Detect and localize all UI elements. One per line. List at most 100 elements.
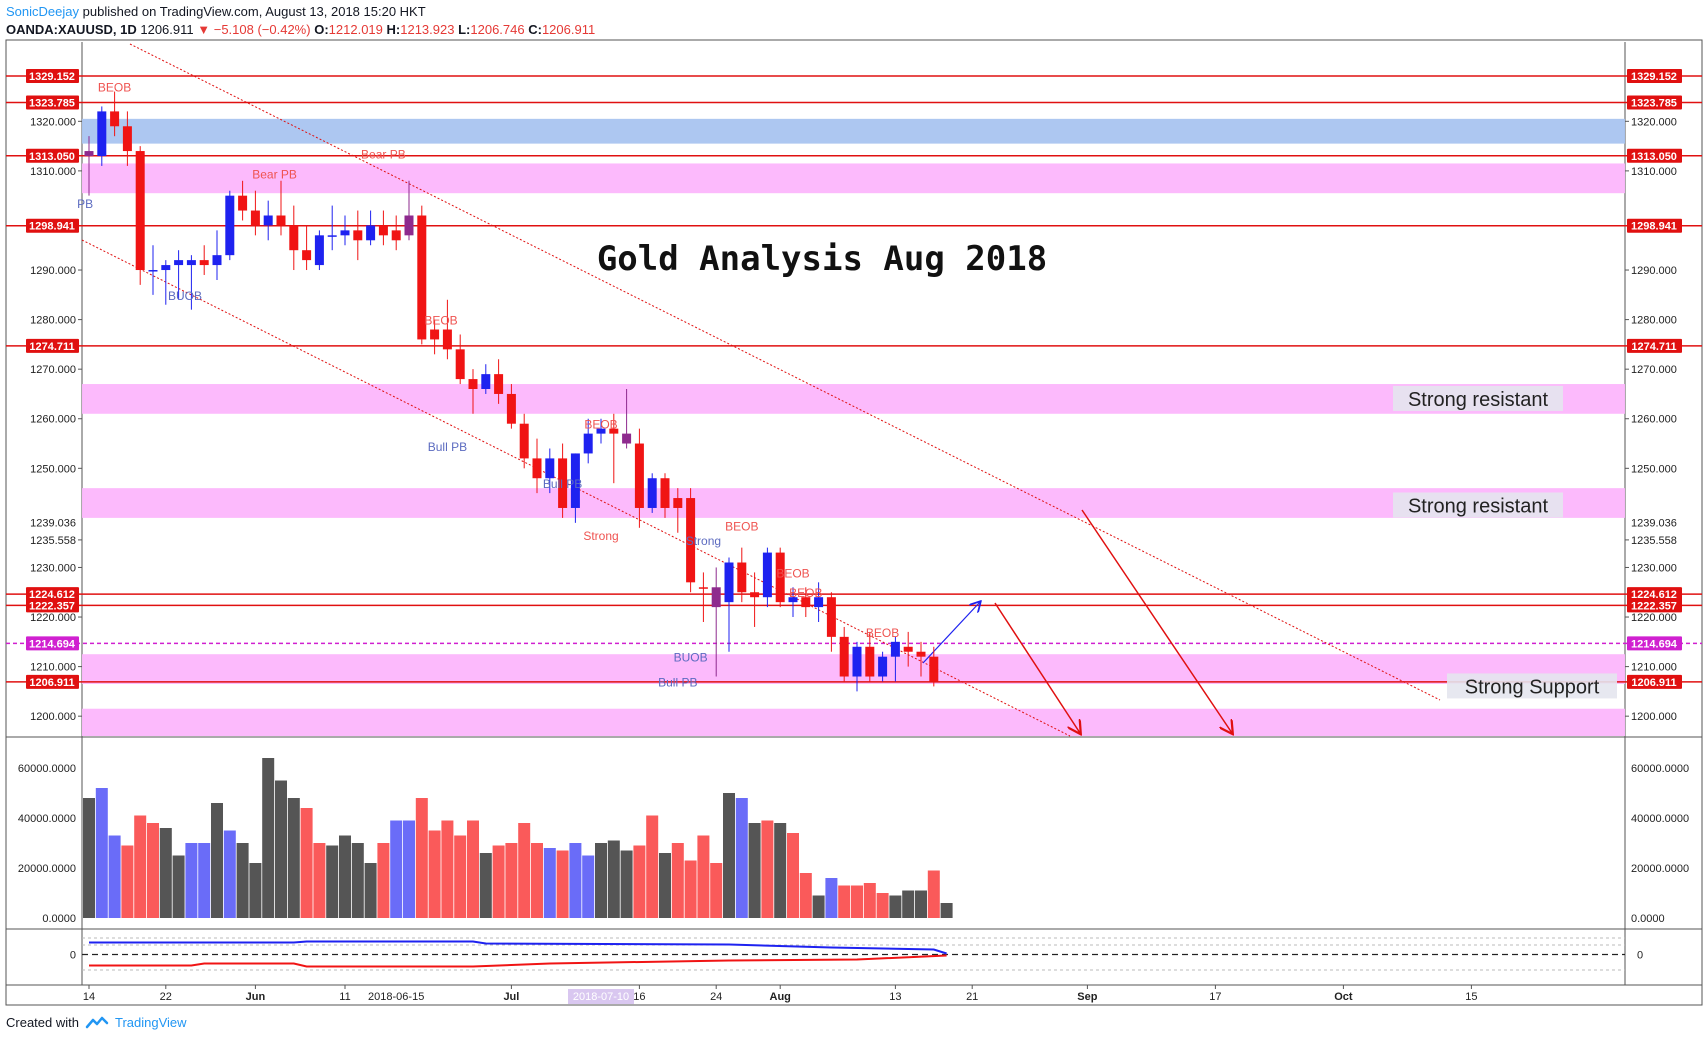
projection-arrow-down-2 bbox=[1081, 509, 1232, 733]
candle-body bbox=[468, 379, 478, 389]
x-highlight-label: 2018-06-15 bbox=[368, 991, 424, 1003]
candle-body bbox=[378, 225, 388, 236]
volume-bar bbox=[159, 828, 172, 918]
volume-bar bbox=[659, 853, 671, 918]
candle-body bbox=[122, 126, 132, 152]
x-tick-label: 21 bbox=[966, 991, 978, 1003]
volume-bar bbox=[838, 885, 851, 918]
level-label-left: 1224.612 bbox=[29, 589, 75, 601]
level-label-right: 1274.711 bbox=[1631, 341, 1676, 353]
x-tick-label: 22 bbox=[160, 991, 172, 1003]
volume-bar bbox=[863, 883, 876, 918]
chart-title: Gold Analysis Aug 2018 bbox=[597, 239, 1047, 279]
level-label-right: 1323.785 bbox=[1631, 98, 1677, 110]
candle-body bbox=[174, 260, 184, 266]
price-axis[interactable]: 1329.152 1329.152 1323.785 1323.785 1313.050… bbox=[26, 68, 1682, 723]
candle-body bbox=[455, 349, 465, 380]
volume-bar bbox=[249, 863, 262, 918]
candle-body bbox=[442, 329, 452, 350]
x-tick-label: Sep bbox=[1077, 991, 1097, 1003]
upper-channel-line bbox=[129, 43, 1441, 701]
candle-body bbox=[327, 235, 337, 237]
candle-body bbox=[494, 374, 504, 394]
y-tick-label: 1290.000 bbox=[30, 265, 76, 277]
candle-body bbox=[686, 498, 696, 583]
y-tick-label: 1250.000 bbox=[30, 463, 76, 475]
zone-pink bbox=[82, 708, 1625, 736]
volume-pane: 60000.0000 60000.0000 40000.0000 40000.0000… bbox=[18, 758, 1689, 925]
volume-tick-label: 40000.0000 bbox=[18, 813, 76, 825]
level-tag-right bbox=[1627, 587, 1682, 602]
candle-body bbox=[532, 458, 542, 479]
y-tick-label: 1220.000 bbox=[30, 612, 76, 624]
volume-bar bbox=[735, 798, 748, 918]
volume-bar bbox=[723, 793, 735, 918]
volume-bar bbox=[889, 895, 902, 918]
candle-body bbox=[289, 225, 299, 251]
volume-bar bbox=[620, 850, 633, 918]
y-tick-label: 1210.000 bbox=[30, 662, 76, 674]
high-label: H: bbox=[386, 22, 401, 37]
pattern-label: BEOB bbox=[725, 519, 758, 533]
zone-label: Strong resistant bbox=[1408, 495, 1549, 517]
author-link[interactable]: SonicDeejay bbox=[6, 4, 79, 19]
candle-body bbox=[238, 195, 248, 211]
candle-body bbox=[570, 453, 580, 508]
x-tick-label: Oct bbox=[1334, 991, 1353, 1003]
volume-bar bbox=[262, 758, 275, 918]
candle-body bbox=[878, 656, 888, 677]
y-tick-label-right: 1270.000 bbox=[1631, 364, 1677, 376]
zone-label: Strong resistant bbox=[1408, 389, 1549, 411]
volume-bar bbox=[710, 863, 723, 918]
pattern-label: Strong bbox=[686, 534, 721, 548]
volume-bar bbox=[415, 798, 428, 918]
level-tag-left bbox=[26, 68, 79, 83]
time-axis[interactable]: 14 22 Jun 11 Jul 16 24 Aug 13 21 Sep 17 Oct 15 2018-06… bbox=[83, 985, 1478, 1004]
volume-tick-label-right: 40000.0000 bbox=[1631, 813, 1689, 825]
zone-label-bg bbox=[1393, 385, 1563, 411]
level-label-right: 1298.941 bbox=[1631, 221, 1677, 233]
zone-label: Strong Support bbox=[1465, 676, 1600, 698]
level-tag-left bbox=[26, 598, 79, 613]
price-chart[interactable]: BEOB PB Bear PB Bear PB BUOB BEOB Bull PB BEOB B… bbox=[0, 0, 1708, 1010]
volume-tick-label-right: 20000.0000 bbox=[1631, 863, 1689, 875]
candle-body bbox=[558, 458, 568, 508]
x-highlight-label: 2018-07-10 bbox=[573, 991, 629, 1003]
level-label-left: 1274.711 bbox=[29, 341, 74, 353]
y-tick-label-right: 1260.000 bbox=[1631, 414, 1677, 426]
tradingview-link[interactable]: TradingView bbox=[114, 1015, 187, 1030]
candle-body bbox=[750, 592, 760, 598]
candle-body bbox=[865, 646, 875, 677]
pattern-label: BEOB bbox=[776, 566, 809, 580]
candle-body bbox=[647, 478, 657, 508]
volume-bar bbox=[390, 820, 403, 918]
candle-body bbox=[340, 230, 350, 236]
volume-bar bbox=[441, 820, 454, 918]
x-tick-label: 13 bbox=[889, 991, 901, 1003]
level-tag-left bbox=[26, 148, 79, 163]
volume-bar bbox=[761, 820, 774, 918]
volume-bar bbox=[172, 855, 185, 918]
candle-body bbox=[814, 597, 824, 608]
zone-blue bbox=[82, 118, 1625, 144]
volume-bar bbox=[671, 843, 684, 918]
volume-bar bbox=[787, 833, 799, 918]
candle-body bbox=[481, 374, 491, 389]
level-label-right: 1222.357 bbox=[1631, 600, 1677, 612]
x-tick-label: 24 bbox=[710, 991, 722, 1003]
y-tick-label: 1280.000 bbox=[30, 315, 76, 327]
y-tick-label-right: 1220.000 bbox=[1631, 612, 1677, 624]
candle-body bbox=[148, 270, 158, 272]
x-tick-label: Jun bbox=[246, 991, 266, 1003]
candle-body bbox=[404, 215, 414, 236]
level-tag-right bbox=[1627, 636, 1682, 651]
x-tick-label: 16 bbox=[633, 991, 645, 1003]
pattern-label: Bull PB bbox=[428, 440, 467, 454]
candle-body bbox=[353, 230, 363, 241]
candle-body bbox=[212, 255, 222, 266]
volume-bar bbox=[454, 835, 467, 918]
candle-body bbox=[596, 428, 606, 434]
symbol-label[interactable]: OANDA:XAUUSD, 1D bbox=[6, 22, 137, 37]
y-tick-label: 1270.000 bbox=[30, 364, 76, 376]
candle-body bbox=[225, 195, 235, 256]
